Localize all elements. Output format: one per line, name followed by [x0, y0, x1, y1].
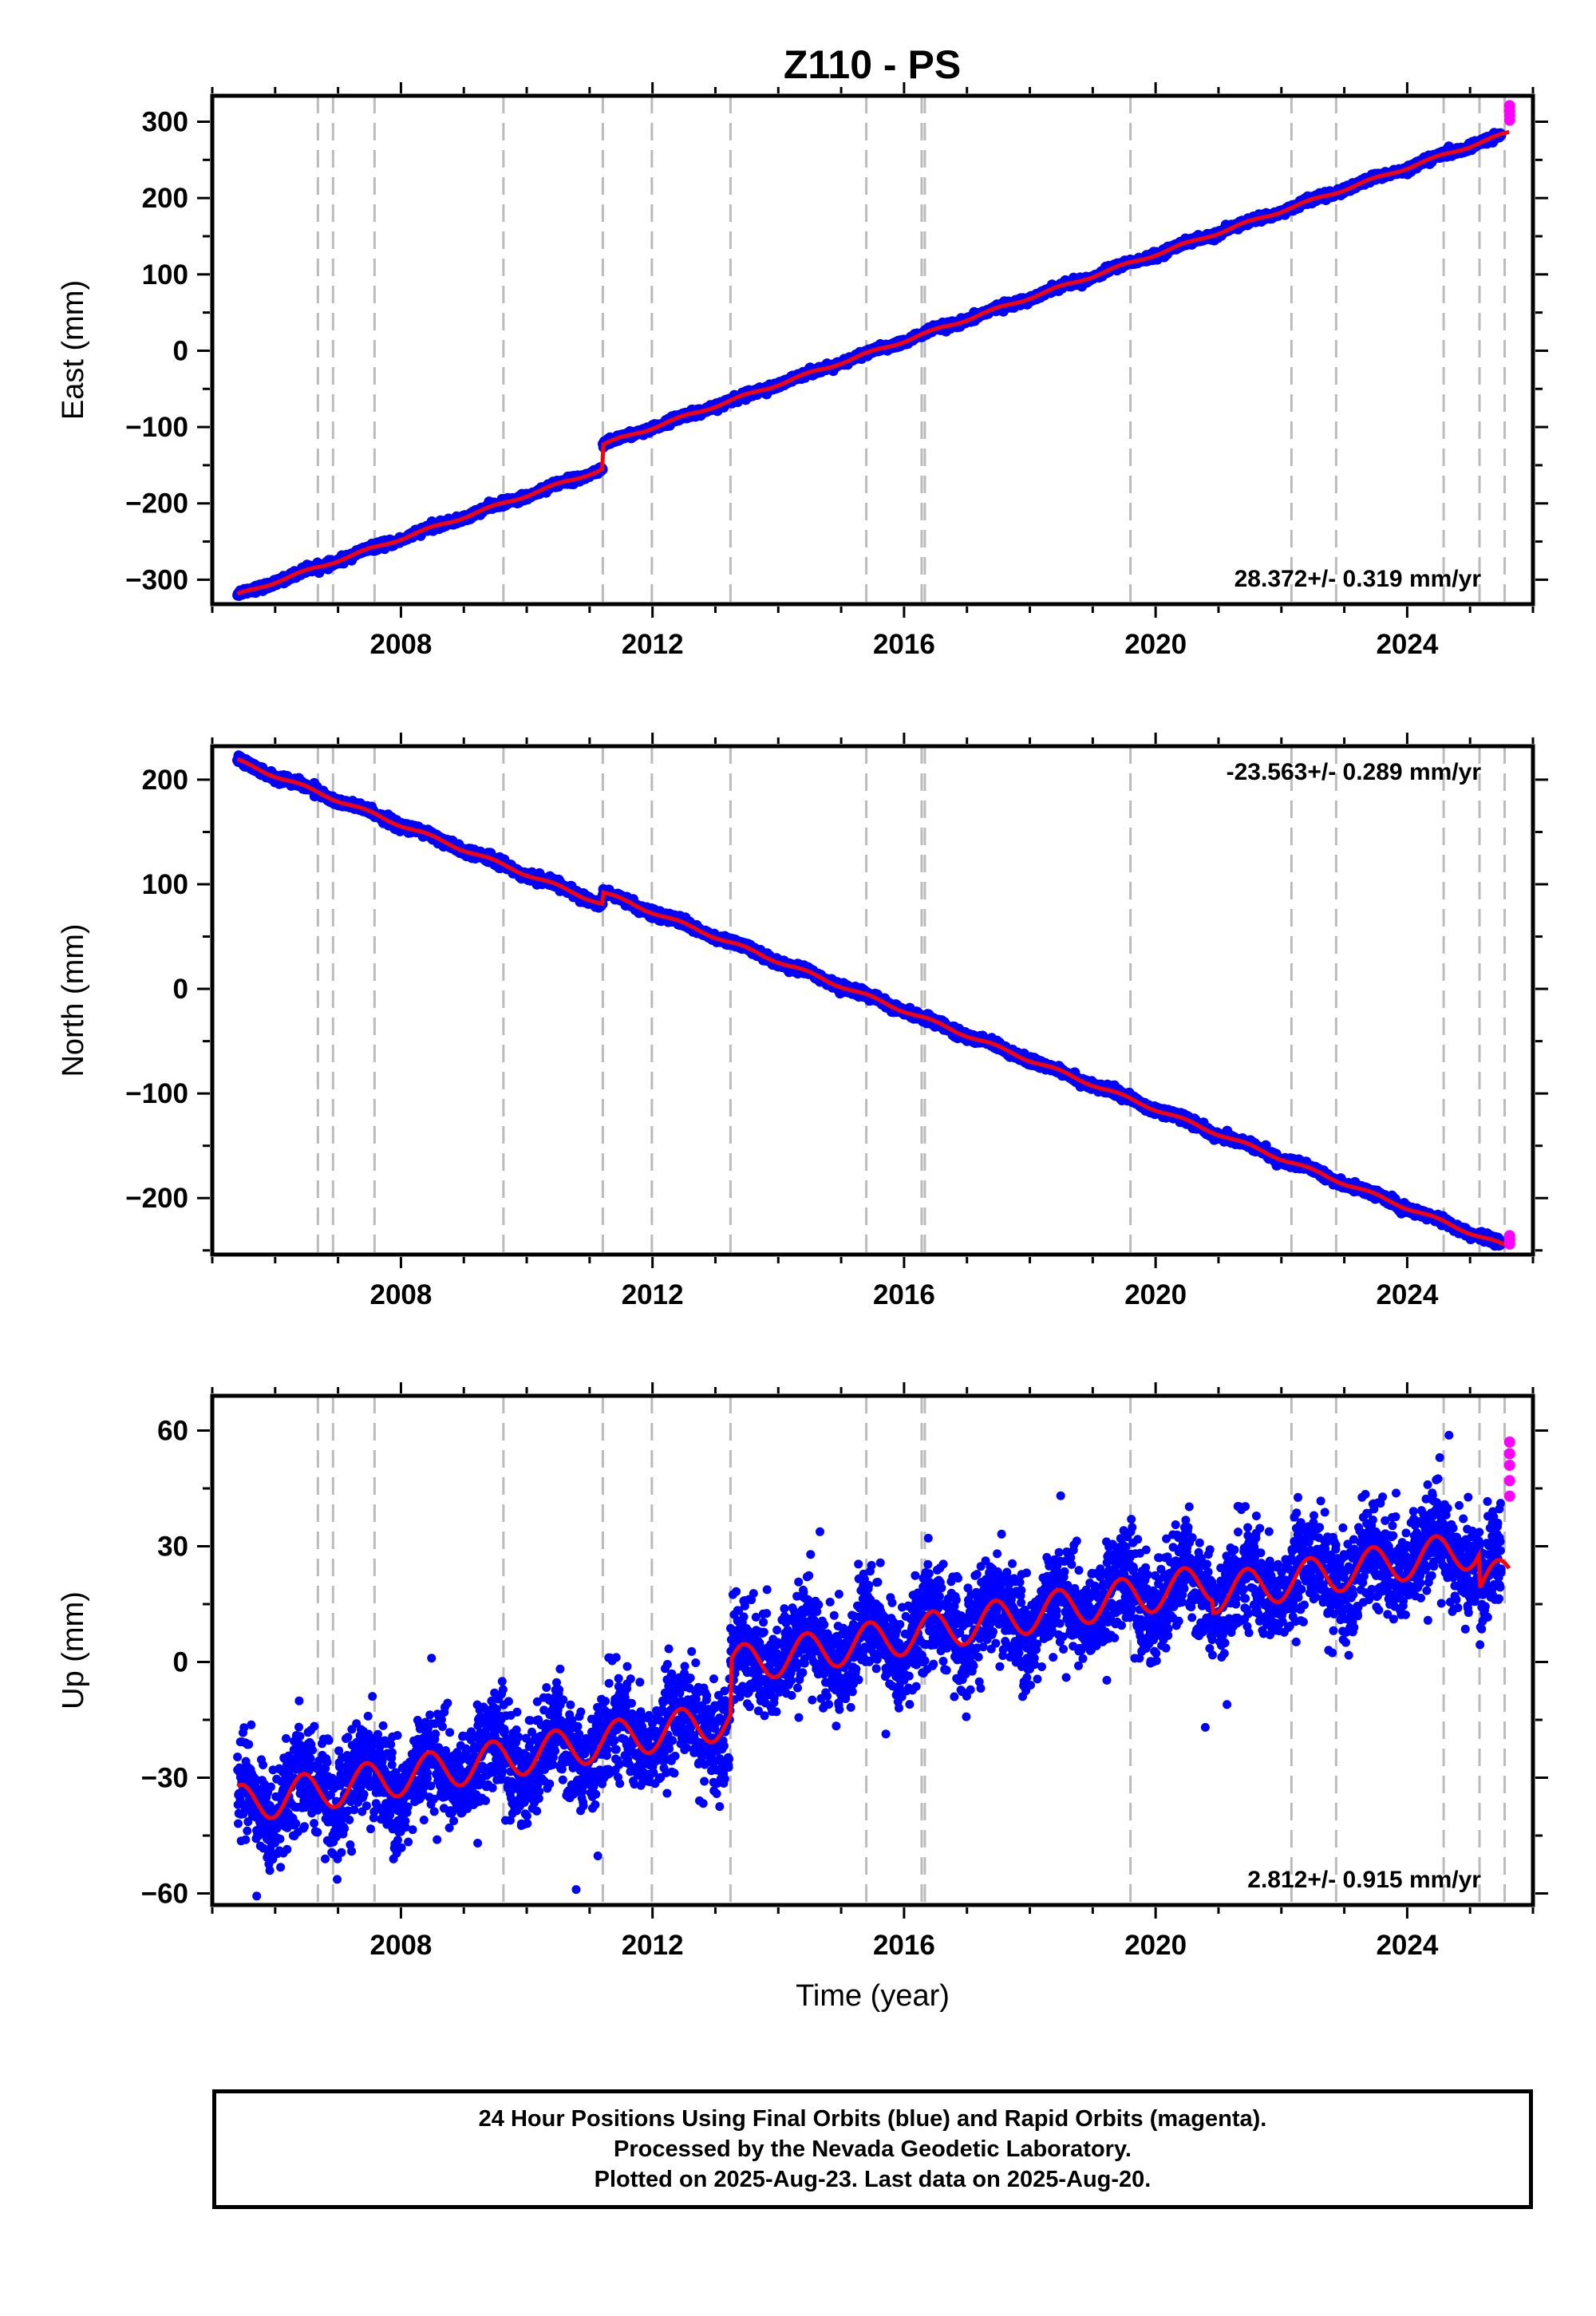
- east-y-tick-label: −300: [125, 564, 188, 595]
- east-y-tick-label: 0: [173, 335, 188, 366]
- north-final-points: [232, 750, 1507, 1251]
- east-x-tick-label: 2024: [1376, 629, 1438, 660]
- north-plot-area: [232, 746, 1515, 1255]
- east-rapid-point-2: [1503, 100, 1515, 112]
- east-y-tick-label: −200: [125, 488, 188, 520]
- east-y-ticks: [197, 121, 1548, 581]
- east-x-ticks: [211, 82, 1535, 618]
- east-rate-label: 28.372+/- 0.319 mm/yr: [1235, 566, 1482, 592]
- east-y-tick-label: 100: [142, 259, 188, 290]
- east-x-tick-label: 2008: [369, 629, 432, 660]
- east-x-tick-label: 2012: [622, 629, 684, 660]
- east-rate-text: 28.372+/- 0.319 mm/yr: [1235, 566, 1482, 592]
- east-y-tick-label: −100: [125, 412, 188, 443]
- east-y-tick-label: 200: [142, 183, 188, 214]
- east-plot-area: [232, 96, 1515, 604]
- east-model-line: [236, 129, 1510, 596]
- east-y-tick-label: 300: [142, 107, 188, 138]
- east-y-axis-label: East (mm): [57, 280, 90, 420]
- panel-north: 2008 2012 2016 2020 2024−200−1000100200North…: [57, 733, 1548, 1310]
- east-rapid-points: [1503, 100, 1515, 126]
- east-frame: [210, 93, 1535, 607]
- chart-title: Z110 - PS: [784, 42, 961, 87]
- east-x-tick-label: 2020: [1124, 629, 1187, 660]
- east-x-tick-label: 2016: [873, 629, 935, 660]
- panel-east: 2008 2012 2016 2020 2024 −300 −200 −100 0 100 200 3…: [57, 82, 1548, 660]
- panels: 2008 2012 2016 2020 2024 −300 −200 −100 0 100 200 3…: [57, 82, 1548, 2013]
- east-rapid-point-3: [1503, 114, 1515, 126]
